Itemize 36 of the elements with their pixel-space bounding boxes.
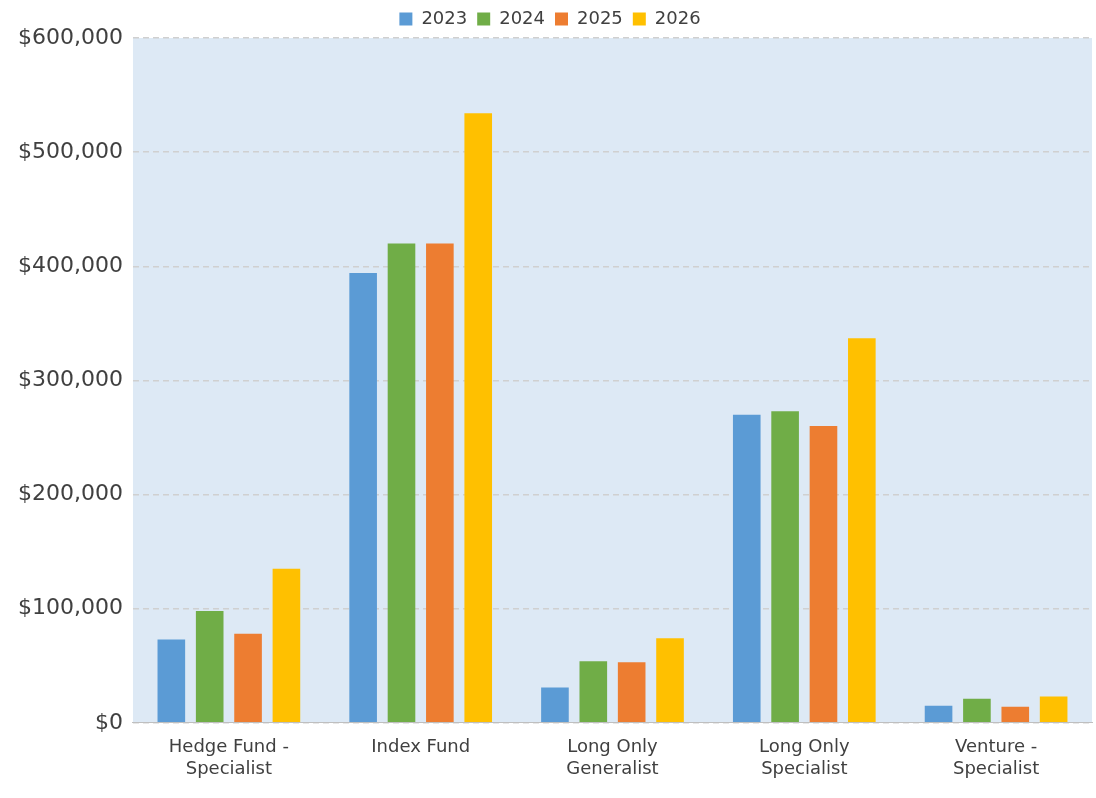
bar — [617, 662, 646, 723]
bar — [234, 633, 262, 723]
y-tick-label: $400,000 — [17, 251, 123, 277]
bar — [426, 243, 454, 723]
bar — [1039, 696, 1068, 723]
bar — [1001, 706, 1030, 723]
legend-label: 2023 — [421, 6, 468, 28]
bar — [924, 705, 953, 723]
bar — [195, 610, 224, 723]
bar — [387, 243, 416, 723]
legend-label: 2024 — [499, 6, 545, 28]
bar — [732, 414, 761, 723]
bar — [272, 568, 301, 723]
bar — [541, 687, 569, 723]
x-tick-label: Long Only Specialist — [759, 735, 850, 778]
y-tick-label: $200,000 — [17, 480, 123, 506]
y-tick-label: $600,000 — [17, 23, 123, 49]
bar — [771, 411, 799, 723]
bar — [848, 338, 876, 723]
bar — [963, 698, 991, 723]
bar — [579, 661, 608, 723]
x-tick-label: Hedge Fund - Specialist — [168, 735, 289, 778]
bar — [349, 273, 377, 723]
y-tick-label: $500,000 — [17, 137, 123, 163]
bar — [464, 113, 493, 723]
bar — [157, 639, 186, 723]
legend-label: 2025 — [577, 6, 623, 28]
y-tick-label: $100,000 — [17, 594, 123, 620]
y-tick-label: $300,000 — [17, 366, 123, 392]
x-tick-label: Long Only Generalist — [566, 735, 659, 778]
bar — [656, 638, 684, 723]
x-tick-label: Venture - Specialist — [952, 735, 1040, 778]
legend-label: 2026 — [654, 6, 701, 28]
y-tick-label: $0 — [94, 708, 123, 734]
x-tick-label: Index Fund — [371, 735, 471, 757]
bar — [809, 426, 838, 723]
